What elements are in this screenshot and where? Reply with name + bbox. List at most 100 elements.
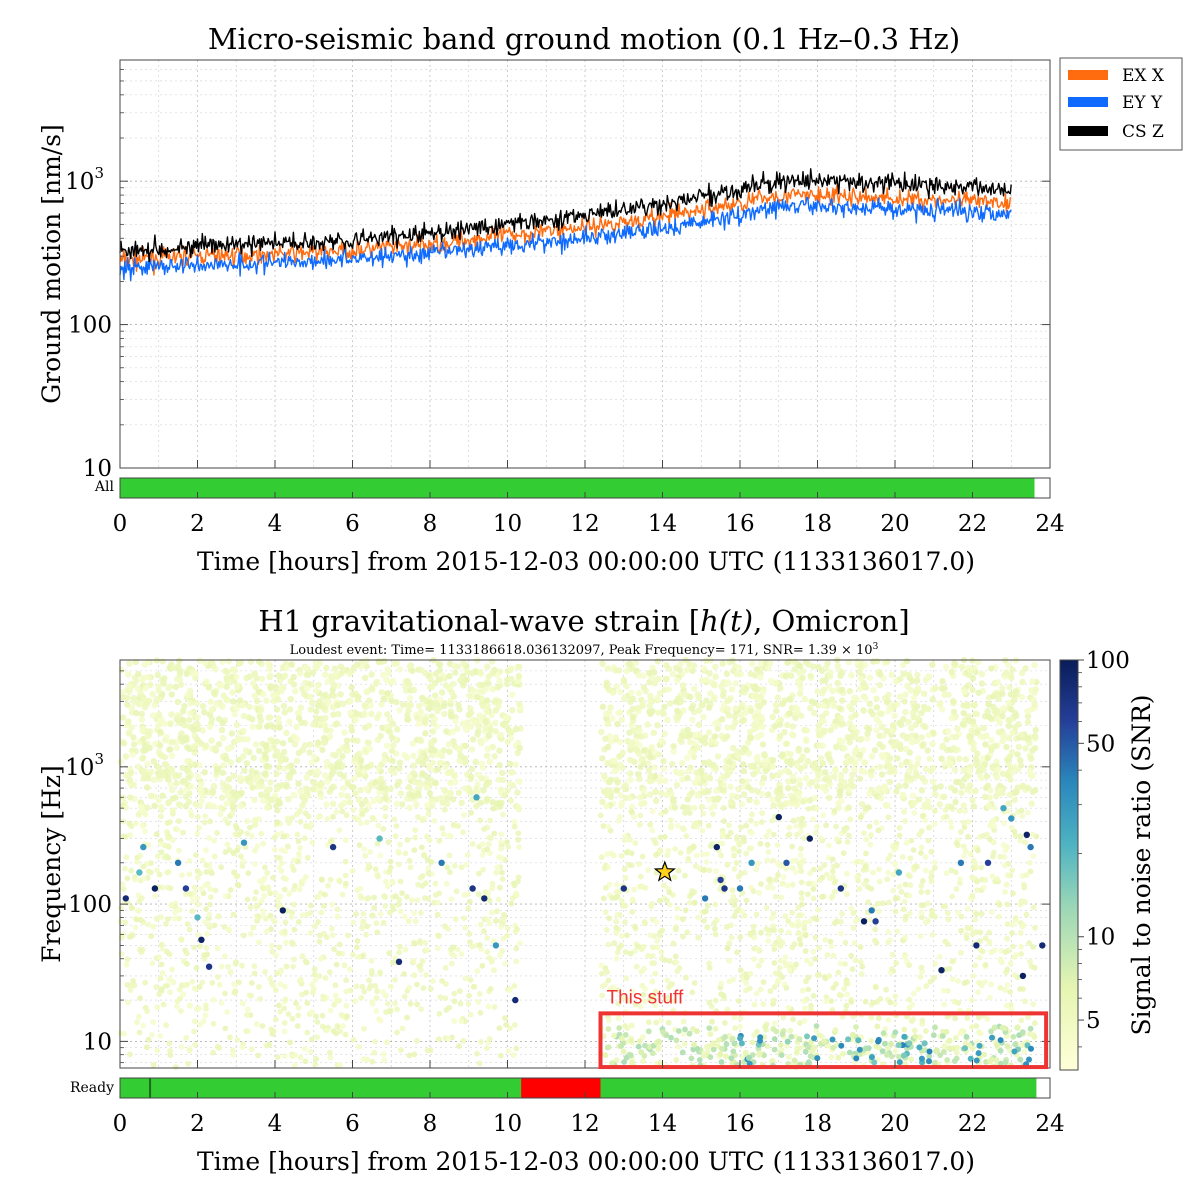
trigger-point [327,1054,334,1061]
trigger-point [353,911,359,917]
trigger-point [513,945,520,952]
trigger-point [328,677,336,684]
trigger-point [629,1022,635,1029]
trigger-point [449,680,457,688]
trigger-point [631,813,637,820]
trigger-point [738,778,746,785]
trigger-point [276,944,282,951]
trigger-point [416,963,423,969]
trigger-point [120,740,128,747]
trigger-point [890,742,897,750]
trigger-point [248,767,255,775]
trigger-point [389,677,397,685]
trigger-point [613,924,620,931]
trigger-point [389,903,396,910]
trigger-point [929,696,936,703]
trigger-point [820,812,827,819]
trigger-point [496,1025,503,1031]
trigger-point [355,954,362,960]
trigger-point [193,736,201,743]
trigger-point [902,709,909,716]
trigger-point [932,808,938,814]
trigger-point [910,990,917,997]
trigger-point [404,893,410,900]
trigger-point [753,754,760,762]
trigger-point [952,798,959,806]
trigger-point [663,675,670,683]
trigger-point [368,968,375,974]
trigger-point [1007,960,1014,967]
trigger-point [206,801,214,808]
trigger-point [1023,911,1030,918]
trigger-point [289,909,295,916]
trigger-point [841,744,848,752]
trigger-point [802,774,810,782]
trigger-point [290,733,298,740]
trigger-point [194,714,201,721]
trigger-point [658,1017,664,1024]
trigger-point [382,804,389,812]
trigger-point [248,980,255,986]
seismic-segment-bar: All [94,477,1051,499]
trigger-point [325,882,331,889]
trigger-point [422,939,429,946]
trigger-point [864,730,871,737]
trigger-point [406,984,413,991]
trigger-point [124,701,131,708]
trigger-point [461,915,467,922]
trigger-point [1002,889,1008,895]
trigger-point [127,794,134,801]
trigger-point [480,866,486,873]
trigger-point [396,765,403,772]
trigger-point [275,764,282,771]
trigger-point [403,687,410,694]
trigger-point [607,704,614,711]
trigger-point [218,864,225,871]
x-tick-label: 16 [725,511,754,537]
trigger-point [283,729,290,737]
trigger-point [873,657,881,665]
trigger-point [454,725,461,733]
trigger-point [507,797,514,804]
trigger-point [983,773,991,780]
trigger-point [660,758,667,765]
trigger-point [512,761,519,768]
trigger-point [755,962,762,969]
trigger-point [899,854,906,860]
trigger-point [378,701,385,708]
trigger-point [277,1008,283,1015]
trigger-point [986,940,993,947]
trigger-point [141,809,148,816]
trigger-point [344,1013,350,1020]
trigger-point [909,709,916,716]
trigger-point [832,878,839,884]
trigger-point [494,800,501,807]
trigger-point [867,841,874,848]
trigger-point [345,932,351,939]
trigger-point [274,970,280,977]
trigger-point [210,1020,217,1027]
trigger-point [199,702,207,710]
trigger-point [776,785,783,792]
trigger-point [988,949,995,956]
trigger-point [313,715,320,722]
trigger-point [199,727,206,734]
trigger-point [300,690,308,697]
trigger-point [928,912,935,919]
trigger-point [210,996,217,1003]
trigger-point [289,768,297,775]
trigger-point [765,849,772,855]
trigger-point [478,775,485,782]
trigger-point [691,843,697,850]
trigger-point [321,930,327,937]
trigger-point [276,864,283,871]
trigger-point [830,700,837,707]
trigger-point [948,867,955,874]
trigger-point [720,992,727,999]
trigger-point [636,775,643,783]
trigger-point [153,984,160,990]
trigger-point [478,1038,484,1045]
trigger-point [161,737,169,744]
trigger-point [810,663,817,670]
trigger-point [271,846,278,853]
